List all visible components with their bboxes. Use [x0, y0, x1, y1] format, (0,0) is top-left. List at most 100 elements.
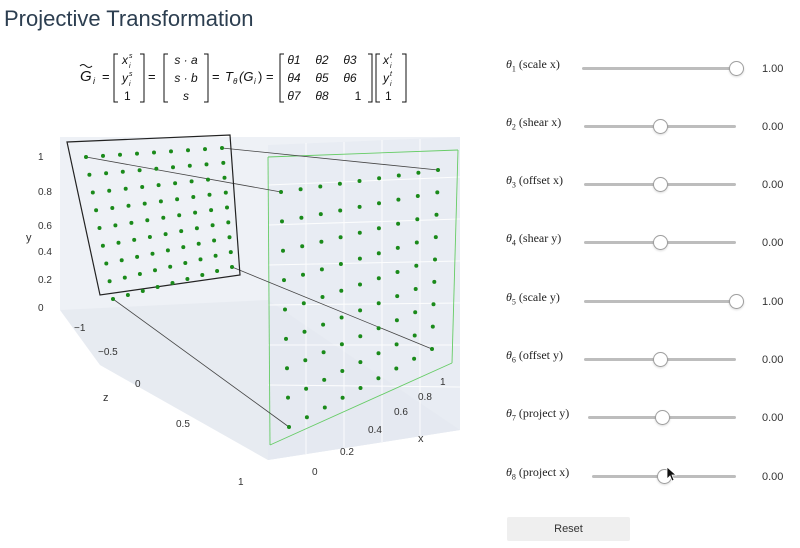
source-point — [187, 163, 192, 168]
reset-button[interactable]: Reset — [507, 517, 630, 541]
target-point — [298, 187, 303, 192]
target-point — [358, 334, 363, 339]
target-point — [302, 329, 307, 334]
target-point — [339, 342, 344, 347]
target-point — [279, 190, 283, 194]
target-point — [395, 294, 400, 299]
source-point — [185, 277, 190, 281]
target-point — [376, 251, 381, 256]
source-point — [223, 190, 228, 195]
source-point — [158, 199, 163, 204]
target-point — [430, 347, 434, 351]
source-plane-frame — [66, 134, 241, 296]
target-point — [358, 308, 363, 313]
slider-label: θ5 (scale y) — [506, 290, 560, 307]
target-point — [395, 270, 400, 274]
slider-thumb[interactable] — [653, 235, 668, 250]
source-point — [156, 183, 161, 188]
target-point — [412, 356, 417, 361]
x-tick: 0 — [312, 467, 318, 478]
target-point — [284, 336, 288, 341]
y-tick: 0.2 — [38, 275, 52, 286]
target-point — [283, 307, 287, 312]
source-point — [196, 241, 201, 246]
slider-label: θ2 (shear x) — [506, 115, 562, 132]
target-point — [299, 215, 304, 220]
target-point — [318, 212, 323, 217]
target-point — [321, 350, 326, 355]
source-point — [221, 160, 226, 165]
target-plane-edge — [267, 156, 271, 446]
source-point — [230, 265, 234, 269]
target-point — [414, 240, 419, 245]
target-point — [376, 351, 381, 356]
source-point — [140, 289, 145, 293]
source-point — [198, 257, 203, 262]
target-points — [279, 168, 440, 429]
svg-text:y: y — [382, 71, 390, 85]
slider-track[interactable] — [584, 300, 736, 303]
svg-text:i: i — [390, 81, 392, 88]
source-point — [145, 218, 150, 223]
target-point — [396, 173, 401, 178]
source-point — [104, 171, 109, 176]
slider-row-theta4: θ4 (shear y) 0.00 — [500, 217, 800, 257]
source-point — [87, 172, 92, 177]
source-point — [120, 169, 125, 174]
slider-track[interactable] — [582, 67, 736, 70]
source-point — [97, 226, 102, 230]
slider-thumb[interactable] — [653, 119, 668, 134]
source-point — [129, 220, 134, 225]
source-point — [194, 226, 199, 231]
source-point — [206, 177, 210, 182]
svg-text:=: = — [266, 69, 274, 84]
source-point — [137, 272, 142, 276]
slider-label: θ6 (offset y) — [506, 348, 564, 365]
eq-func: T — [225, 69, 234, 84]
svg-text:i: i — [254, 77, 256, 86]
correspondence-line — [221, 147, 439, 171]
source-point — [147, 235, 152, 239]
target-point — [433, 257, 437, 262]
source-point — [204, 162, 209, 167]
source-point — [215, 269, 220, 273]
source-point — [152, 150, 156, 155]
svg-text:i: i — [129, 63, 131, 70]
target-point — [376, 326, 381, 331]
source-point — [165, 248, 170, 253]
target-point — [434, 212, 439, 217]
svg-text:θ4: θ4 — [287, 71, 301, 85]
y-tick: 0.6 — [38, 221, 52, 232]
source-point — [171, 165, 175, 170]
source-point — [179, 229, 184, 234]
svg-text:=: = — [148, 69, 156, 84]
source-point — [163, 232, 168, 237]
target-point — [282, 278, 286, 283]
slider-thumb[interactable] — [729, 61, 744, 76]
slider-thumb[interactable] — [729, 294, 744, 309]
slider-thumb[interactable] — [655, 410, 670, 425]
target-point — [416, 170, 421, 175]
svg-text:): ) — [258, 69, 262, 84]
z-tick: 0 — [135, 379, 141, 390]
slider-thumb[interactable] — [653, 352, 668, 367]
svg-text:=: = — [102, 69, 110, 84]
target-point — [319, 267, 324, 272]
target-point — [357, 256, 362, 261]
target-point — [318, 184, 323, 189]
source-point — [207, 192, 212, 197]
slider-row-theta1: θ1 (scale x) 1.00 — [500, 43, 800, 83]
source-point — [94, 208, 99, 213]
slider-thumb[interactable] — [653, 177, 668, 192]
y-tick: 0.4 — [38, 247, 52, 258]
source-point — [107, 279, 112, 284]
source-point — [193, 210, 198, 215]
target-point — [377, 176, 382, 181]
eq-lhs-sub: i — [93, 76, 96, 86]
svg-text:θ2: θ2 — [315, 53, 329, 67]
target-point — [357, 179, 362, 183]
source-point — [119, 258, 124, 263]
target-point — [358, 360, 363, 365]
3d-scatter-plot[interactable]: y 1 0.8 0.6 0.4 0.2 0 z −1 −0.5 0 0.5 1 … — [0, 115, 490, 545]
source-point — [225, 205, 229, 210]
